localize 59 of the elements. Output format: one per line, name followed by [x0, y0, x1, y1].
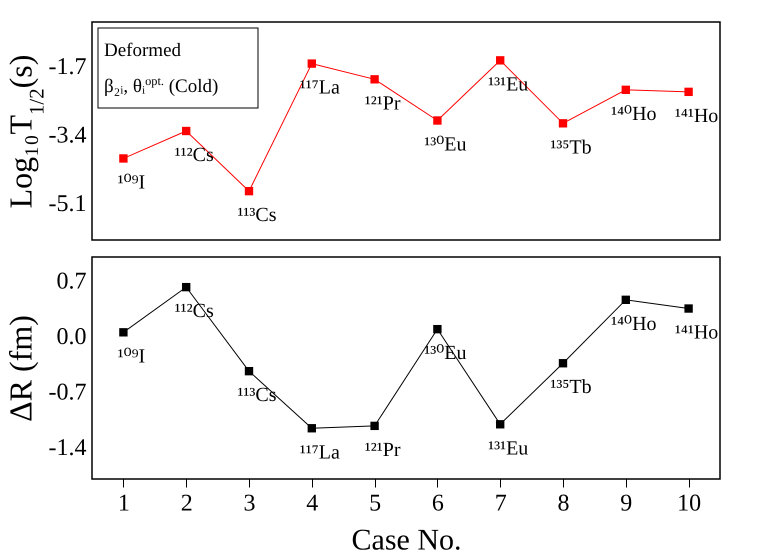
- point: [622, 86, 630, 94]
- point: [558, 359, 568, 368]
- annotation: ¹³¹Eu: [488, 73, 528, 96]
- point: [622, 296, 630, 304]
- annotation: ¹³⁵Tb: [550, 376, 592, 398]
- annotation: ¹⁰⁹I: [118, 171, 146, 194]
- annotation: β₂ᵢ, θᵢ$^{opt.}$ (Cold): [104, 74, 218, 97]
- point: [496, 56, 504, 65]
- x-tick-label: 5: [369, 490, 382, 516]
- x-tick-label: 2: [180, 490, 193, 516]
- point: [244, 366, 254, 376]
- x-tick-label: 7: [494, 490, 507, 516]
- annotation: ¹²¹Pr: [364, 438, 401, 461]
- annotation: Deformed: [104, 40, 182, 61]
- point: [244, 186, 254, 196]
- y-tick-label: -3.4: [48, 122, 86, 149]
- point: [370, 75, 379, 84]
- x-axis-title: Case No.: [352, 524, 462, 556]
- x-tick-label: 1: [118, 490, 130, 516]
- annotation: ¹⁴⁰Ho: [611, 312, 657, 335]
- x-tick-label: 8: [558, 490, 570, 516]
- annotation: ¹³¹Eu: [488, 437, 528, 460]
- x-tick-label: 10: [677, 490, 702, 516]
- point: [496, 420, 504, 428]
- x-tick-label: 3: [244, 490, 256, 516]
- annotation: ¹¹⁷La: [300, 441, 340, 464]
- annotation: ¹⁰⁹I: [118, 345, 146, 368]
- y-tick-label: -1.7: [48, 54, 86, 80]
- point: [433, 116, 442, 125]
- annotation: ¹¹⁷La: [300, 76, 340, 99]
- annotation: ¹⁴¹Ho: [674, 322, 718, 344]
- y-axis-title: ΔR (fm): [2, 315, 39, 422]
- y-tick-label: 0.7: [56, 268, 86, 294]
- point: [558, 119, 568, 128]
- annotation: ¹²¹Pr: [364, 92, 401, 114]
- annotation: ¹³⁰Eu: [424, 134, 467, 156]
- y-tick-label: -1.4: [48, 434, 86, 461]
- point: [119, 154, 128, 163]
- point: [433, 324, 442, 334]
- annotation: ¹¹²Cs: [174, 144, 214, 166]
- y-tick-label: -0.7: [48, 379, 86, 406]
- point: [684, 88, 693, 96]
- point: [308, 59, 316, 68]
- y-tick-label: -5.1: [48, 191, 86, 218]
- point: [370, 422, 379, 430]
- y-tick-label: 0.0: [56, 324, 86, 350]
- annotation: ¹¹³Cs: [237, 384, 277, 406]
- annotation: ¹⁴¹Ho: [674, 104, 718, 127]
- point: [182, 126, 190, 136]
- point: [308, 424, 316, 432]
- annotation: ¹¹³Cs: [237, 204, 277, 226]
- point: [119, 328, 128, 337]
- x-tick-label: 4: [306, 490, 318, 516]
- point: [182, 282, 190, 292]
- x-tick-label: 6: [432, 490, 444, 516]
- x-tick-label: 9: [620, 490, 632, 516]
- annotation: ¹⁴⁰Ho: [611, 102, 657, 125]
- point: [684, 304, 693, 313]
- annotation: ¹³⁵Tb: [550, 136, 592, 158]
